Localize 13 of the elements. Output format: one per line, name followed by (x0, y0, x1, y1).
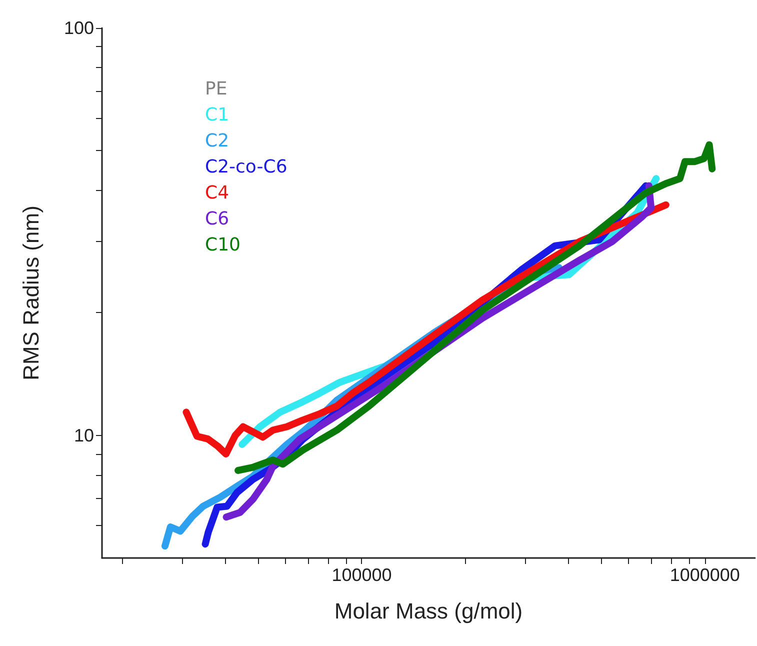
text: C2-co-C6 (205, 156, 288, 178)
text: C6 (205, 208, 230, 230)
y-tick-label: 100 (64, 18, 94, 38)
text: C1 (205, 104, 230, 126)
text: C2 (205, 130, 230, 152)
text: C10 (205, 234, 240, 256)
x-tick-label: 100000 (332, 565, 392, 585)
x-tick-label: 1000000 (670, 565, 740, 585)
x-axis-title: Molar Mass (g/mol) (334, 598, 523, 624)
text: C4 (205, 182, 230, 204)
y-axis-title: RMS Radius (nm) (18, 206, 44, 380)
y-tick-label: 10 (74, 425, 94, 446)
legend-label: PE (205, 78, 228, 100)
